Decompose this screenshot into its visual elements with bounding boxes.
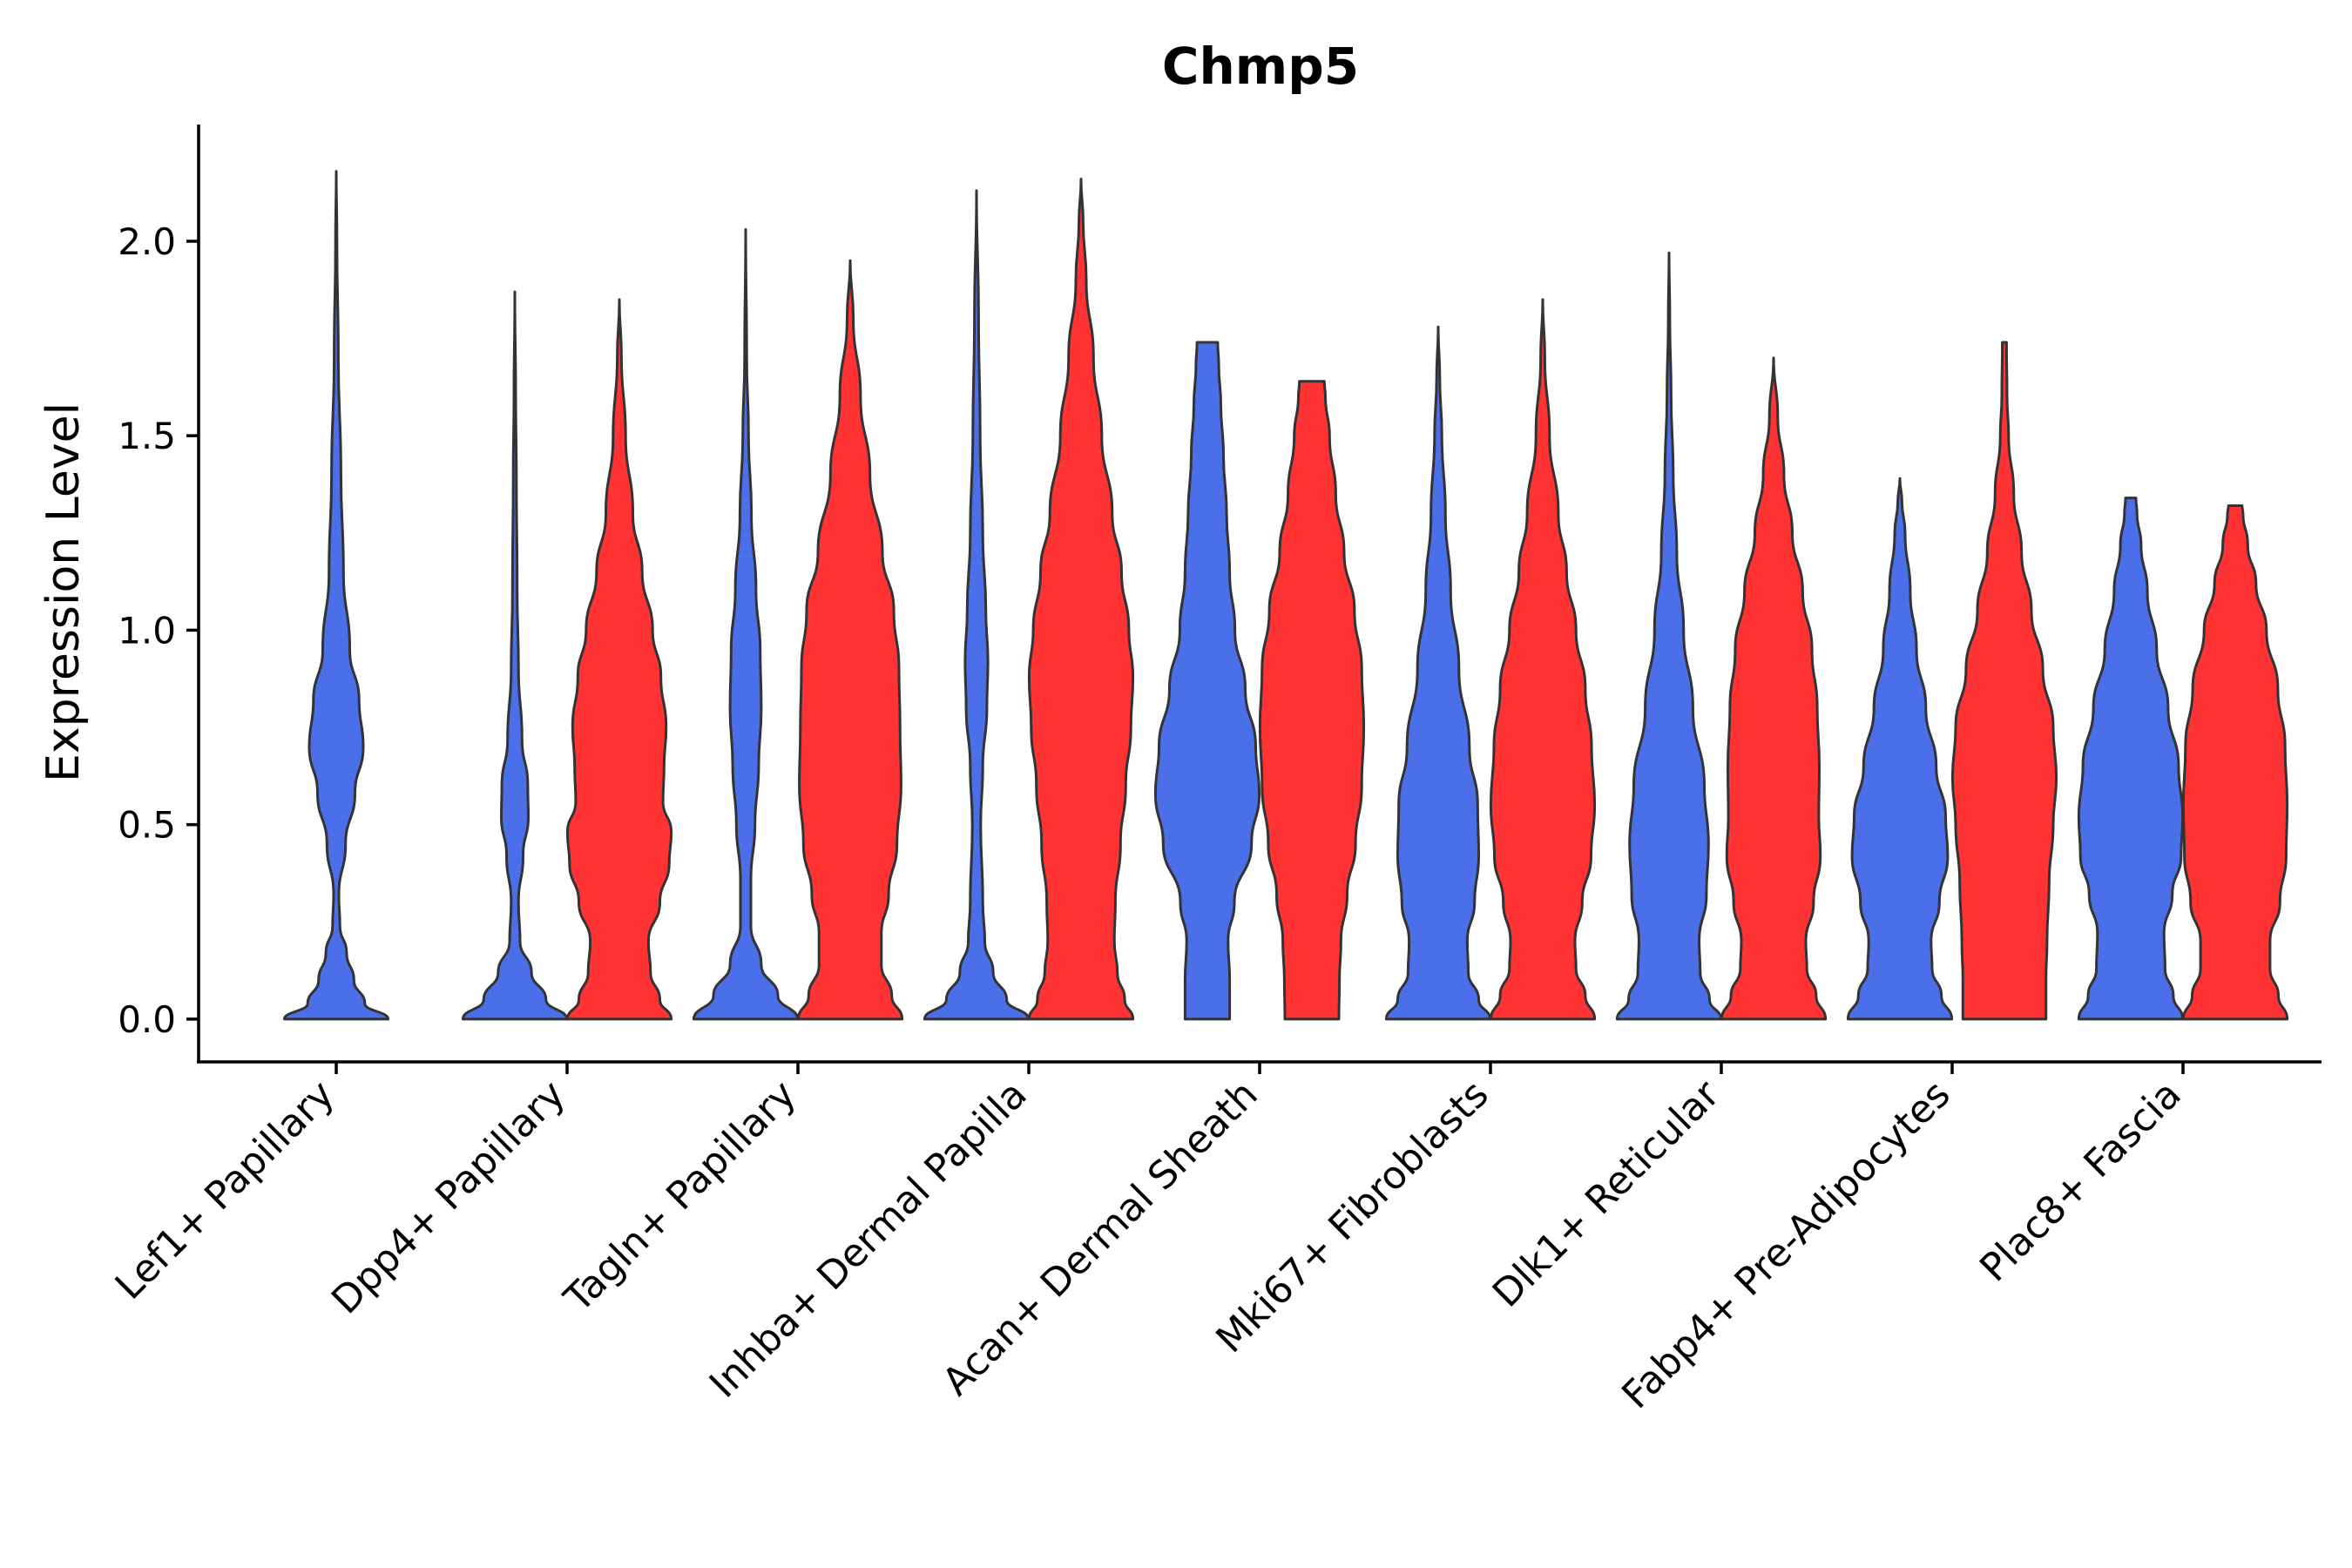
violin-group1-plac8-fascia bbox=[2077, 497, 2185, 1021]
y-axis-ticks: 0.0 0.5 1.0 1.5 2.0 bbox=[118, 220, 199, 1041]
x-tick-label: Plac8+ Fascia bbox=[1971, 1072, 2190, 1291]
violin-group1-dlk1-reticular bbox=[1615, 251, 1723, 1021]
x-tick-label: Tagln+ Papillary bbox=[556, 1072, 805, 1321]
chart-title: Chmp5 bbox=[1162, 37, 1359, 96]
violin-group2-mki67-fibroblasts bbox=[1489, 298, 1597, 1021]
violin-group2-dlk1-reticular bbox=[1720, 356, 1828, 1021]
violin-group1-fabp4-pre-adipocytes bbox=[1846, 476, 1954, 1021]
violin-group2-acan-dermal-sheath bbox=[1258, 380, 1366, 1021]
y-tick-label: 1.0 bbox=[118, 609, 176, 652]
violin-group1-mki67-fibroblasts bbox=[1384, 325, 1492, 1021]
x-tick-label: Dpp4+ Papillary bbox=[323, 1072, 574, 1323]
violin-group1-tagln-papillary bbox=[692, 228, 800, 1021]
y-tick-label: 0.5 bbox=[118, 804, 176, 847]
x-tick-label: Lef1+ Papillary bbox=[107, 1072, 343, 1308]
violin-plot-area bbox=[282, 170, 2289, 1021]
violin-group2-tagln-papillary bbox=[796, 259, 904, 1021]
violin-group2-plac8-fascia bbox=[2181, 504, 2289, 1021]
x-tick-label: Dlk1+ Reticular bbox=[1484, 1071, 1729, 1316]
violin-group2-fabp4-pre-adipocytes bbox=[1950, 341, 2058, 1021]
y-tick-label: 0.0 bbox=[118, 998, 176, 1041]
violin-group1-inhba-dermal-papilla bbox=[923, 189, 1031, 1021]
violin-group1-lef1-papillary bbox=[282, 170, 390, 1021]
y-tick-label: 1.5 bbox=[118, 415, 176, 457]
violin-group1-acan-dermal-sheath bbox=[1153, 341, 1261, 1021]
violin-group2-inhba-dermal-papilla bbox=[1027, 178, 1135, 1021]
y-axis-label: Expression Level bbox=[37, 402, 90, 782]
violin-group2-dpp4-papillary bbox=[565, 298, 673, 1021]
y-tick-label: 2.0 bbox=[118, 220, 176, 263]
violin-group1-dpp4-papillary bbox=[461, 290, 569, 1021]
